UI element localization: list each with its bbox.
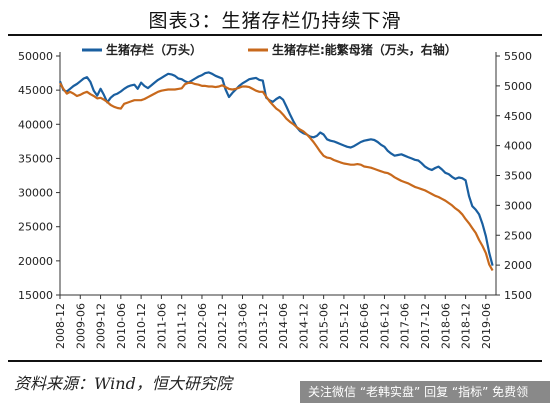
x-tick-label: 2009-06 [74, 303, 87, 349]
x-tick-label: 2012-06 [196, 303, 209, 349]
line-chart: 15000 20000 25000 30000 35000 40000 45000 50000… [18, 42, 532, 349]
y-tick-label-left: 45000 [18, 84, 53, 97]
page-title: 图表3：生猪存栏仍持续下滑 [148, 10, 402, 32]
x-tick-label: 2014-12 [297, 303, 310, 349]
x-tick-label: 2013-12 [257, 303, 270, 349]
y-tick-label-right: 2000 [504, 259, 532, 272]
y-tick-label-left: 20000 [18, 255, 53, 268]
x-tick-label: 2016-06 [358, 303, 371, 349]
x-tick-label: 2011-06 [155, 303, 168, 349]
x-tick-label: 2009-12 [95, 303, 108, 349]
y-tick-label-left: 15000 [18, 289, 53, 302]
x-tick-label: 2013-06 [237, 303, 250, 349]
source-rule [8, 360, 542, 362]
x-tick-label: 2012-12 [216, 303, 229, 349]
y-tick-label-right: 5000 [504, 80, 532, 93]
y-tick-label-left: 25000 [18, 221, 53, 234]
x-tick-label: 2016-12 [378, 303, 391, 349]
y-tick-label-right: 2500 [504, 229, 532, 242]
legend-label: 生猪存栏（万头） [106, 42, 202, 57]
series-line-sow-inventory [59, 81, 494, 272]
x-tick-label: 2018-12 [460, 303, 473, 349]
x-tick-label: 2018-06 [439, 303, 452, 349]
y-tick-label-left: 40000 [18, 118, 53, 131]
title-rule [8, 34, 542, 36]
x-tick-label: 2017-06 [399, 303, 412, 349]
y-tick-label-right: 5500 [504, 50, 532, 63]
x-tick-label: 2019-06 [480, 303, 493, 349]
y-tick-label-right: 3500 [504, 170, 532, 183]
y-tick-label-right: 4500 [504, 110, 532, 123]
x-tick-label: 2011-12 [176, 303, 189, 349]
y-tick-label-right: 3000 [504, 199, 532, 212]
y-tick-label-left: 50000 [18, 50, 53, 63]
x-tick-label: 2008-12 [54, 303, 67, 349]
y-tick-label-right: 4000 [504, 140, 532, 153]
series-line-hog-inventory [58, 71, 494, 266]
y-tick-label-left: 35000 [18, 152, 53, 165]
x-tick-label: 2014-06 [277, 303, 290, 349]
y-tick-label-right: 1500 [504, 289, 532, 302]
y-tick-label-left: 30000 [18, 187, 53, 200]
wechat-banner[interactable]: 关注微信 “老韩实盘” 回复 “指标” 免费领 [300, 381, 550, 403]
x-tick-label: 2010-06 [115, 303, 128, 349]
x-tick-label: 2015-12 [338, 303, 351, 349]
x-tick-label: 2017-12 [419, 303, 432, 349]
x-tick-label: 2015-06 [318, 303, 331, 349]
source-note: 资料来源：Wind，恒大研究院 [14, 374, 232, 393]
x-tick-label: 2010-12 [135, 303, 148, 349]
legend-label: 生猪存栏:能繁母猪（万头，右轴） [272, 42, 457, 57]
